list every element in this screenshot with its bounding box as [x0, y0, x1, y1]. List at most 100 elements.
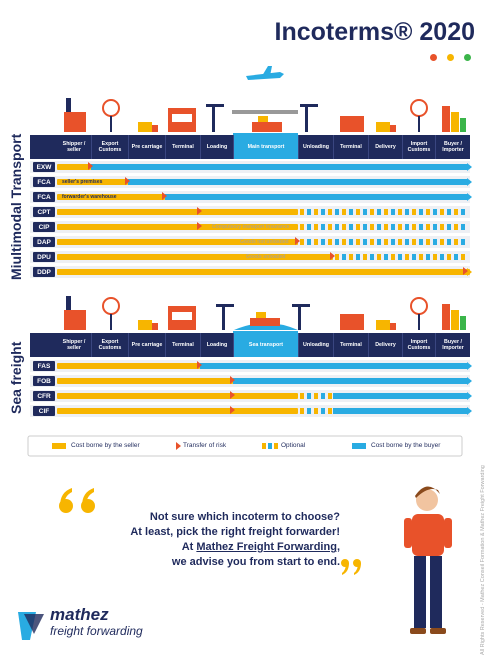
optional-dot [300, 393, 304, 399]
quote-text: At least, pick the right freight forward… [130, 526, 340, 538]
seller-cost [57, 363, 200, 369]
legend-label: Cost borne by the buyer [371, 442, 441, 449]
row-note: forwarder's warehouse [62, 193, 117, 200]
optional-dot [440, 239, 444, 245]
quote-line: Not sure which incoterm to choose? [150, 510, 340, 524]
optional-dot [377, 239, 381, 245]
term: DDP [33, 267, 55, 277]
optional-dot [370, 239, 374, 245]
optional-dot [419, 224, 423, 230]
optional-dot [335, 224, 339, 230]
buyer-arrow [467, 407, 472, 415]
stage-name: Import Customs [402, 333, 435, 357]
optional-dot [426, 254, 430, 260]
optional-dot [426, 209, 430, 215]
seller-cost [57, 239, 298, 245]
optional-dot [461, 209, 465, 215]
stage-name: Loading [200, 333, 233, 357]
optional-dot [335, 239, 339, 245]
optional-dot [300, 209, 304, 215]
optional-dot [328, 224, 332, 230]
optional-dot [426, 239, 430, 245]
logo-mark [18, 612, 44, 640]
row-note: Goods unloaded [246, 253, 286, 260]
optional-dot [433, 254, 437, 260]
optional-dot [342, 224, 346, 230]
optional-dot [412, 254, 416, 260]
optional-dot [433, 239, 437, 245]
seller-cost [57, 224, 298, 230]
optional-dot [328, 209, 332, 215]
quote-text: Not sure which incoterm to choose? [149, 511, 340, 523]
optional-dot [405, 254, 409, 260]
optional-dot [447, 224, 451, 230]
optional-dot [307, 224, 311, 230]
optional-dot [370, 224, 374, 230]
dot-yellow [447, 54, 454, 61]
risk-arrow [197, 207, 202, 215]
optional-dot [377, 209, 381, 215]
optional-dot [349, 209, 353, 215]
risk-arrow [197, 361, 202, 369]
optional-dot [321, 408, 325, 414]
legend-label: Cost borne by the seller [71, 442, 140, 449]
optional-dot [328, 393, 332, 399]
buyer-cost [333, 393, 467, 399]
stage-name: Terminal [165, 333, 200, 357]
buyer-cost [91, 164, 467, 170]
optional-dot [377, 224, 381, 230]
quote-text: , [336, 541, 340, 553]
optional-dot [391, 209, 395, 215]
quote-text: At [181, 541, 197, 553]
buyer-cost [233, 378, 467, 384]
term: CPT [33, 207, 55, 217]
optional-dot [349, 239, 353, 245]
optional-dot [433, 224, 437, 230]
optional-dot [412, 224, 416, 230]
optional-dot [391, 224, 395, 230]
optional-dot [314, 393, 318, 399]
optional-dot [349, 224, 353, 230]
optional-dot [440, 254, 444, 260]
stage-highlight [233, 331, 298, 357]
legend-swatch [274, 443, 278, 449]
row-note: Compulsory transport insurance [212, 223, 290, 230]
stage-name: Sea transport [233, 333, 298, 357]
optional-dot [307, 408, 311, 414]
stage-name: Export Customs [91, 333, 128, 357]
optional-dot [384, 224, 388, 230]
seller-cost [57, 194, 165, 200]
term: FOB [33, 376, 55, 386]
risk-arrow [162, 192, 167, 200]
optional-dot [391, 239, 395, 245]
optional-dot [419, 254, 423, 260]
stage-name: Unloading [298, 135, 333, 159]
quote-line: At Mathez Freight Forwarding, [182, 540, 340, 554]
optional-dot [300, 239, 304, 245]
buyer-arrow [467, 377, 472, 385]
optional-dot [405, 224, 409, 230]
optional-dot [419, 209, 423, 215]
optional-dot [356, 209, 360, 215]
stage-name: Shipper / seller [62, 339, 86, 351]
icons-multimodal [64, 98, 466, 132]
optional-dot [419, 239, 423, 245]
optional-dot [377, 254, 381, 260]
optional-dot [342, 209, 346, 215]
optional-dot [321, 224, 325, 230]
logo-tagline: freight forwarding [50, 624, 143, 638]
buyer-arrow [467, 392, 472, 400]
optional-dot [321, 393, 325, 399]
optional-dot [398, 224, 402, 230]
risk-arrow [230, 406, 235, 414]
optional-dot [384, 239, 388, 245]
quote-line: we advise you from start to end. [172, 555, 340, 569]
stage-name: Import Customs [402, 135, 435, 159]
optional-dot [405, 239, 409, 245]
optional-dot [307, 209, 311, 215]
optional-dot [321, 239, 325, 245]
optional-dot [363, 239, 367, 245]
optional-dot [370, 209, 374, 215]
